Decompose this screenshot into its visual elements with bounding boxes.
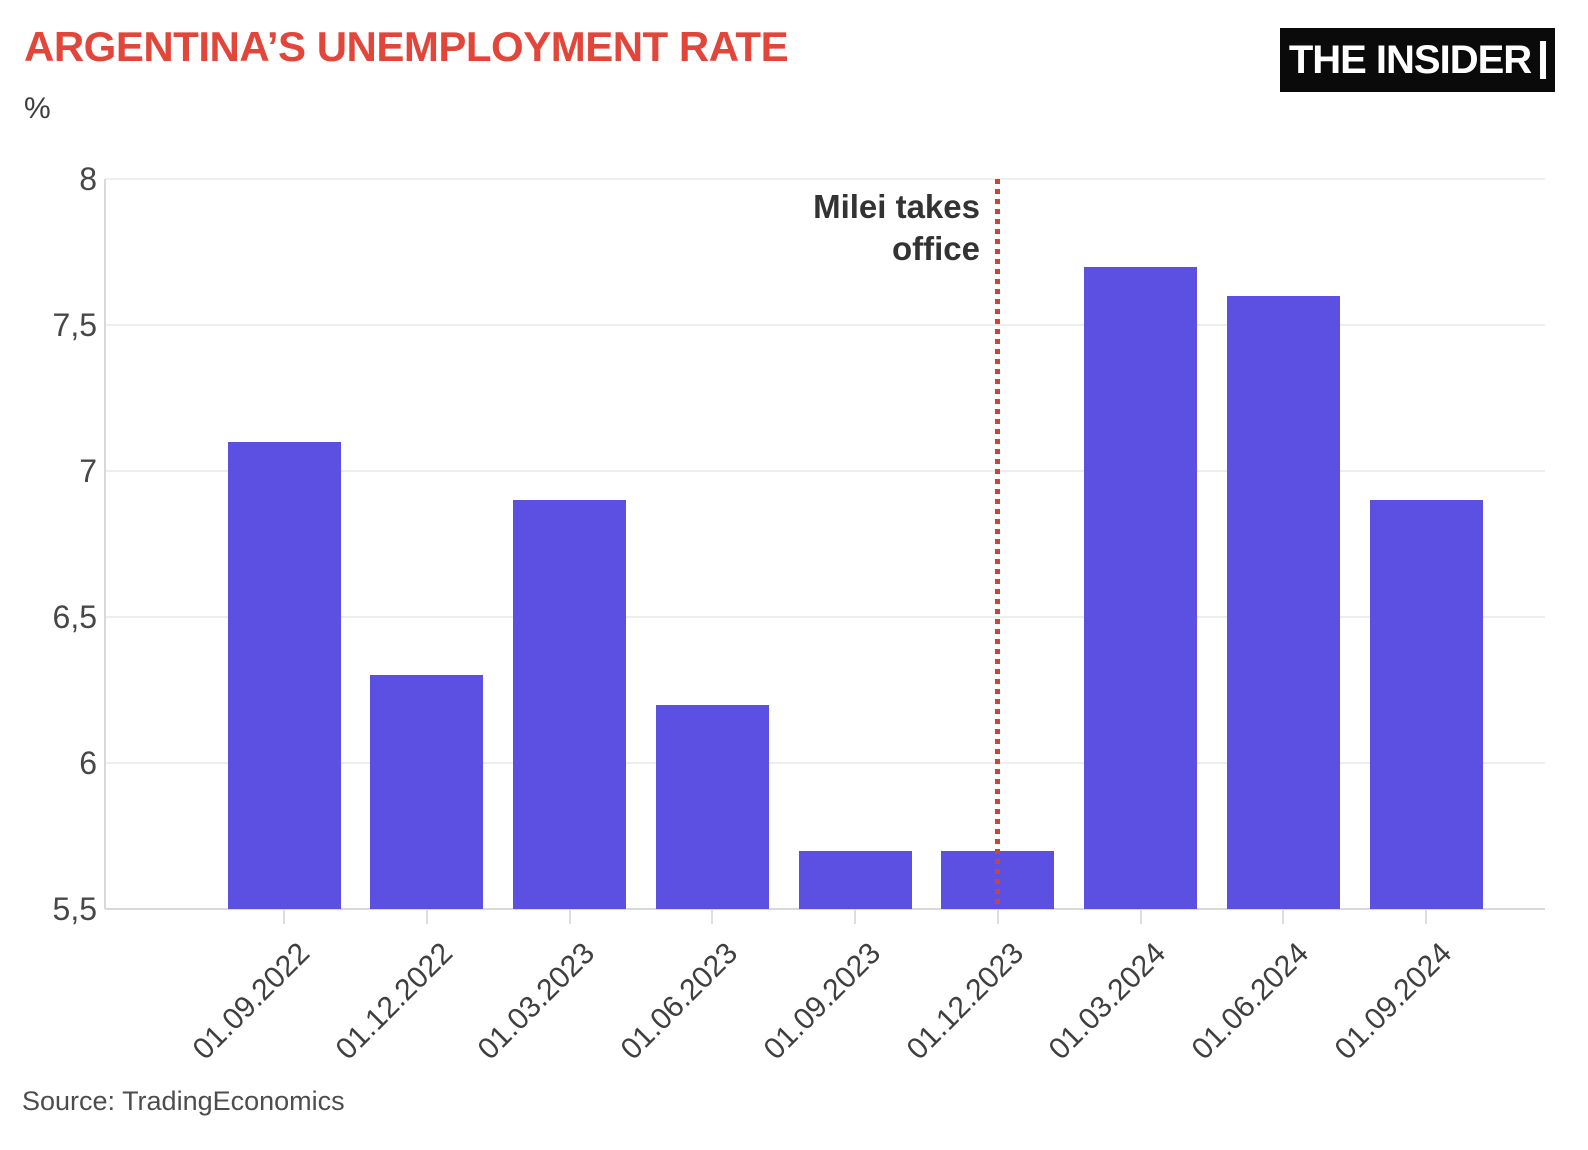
bar (227, 441, 341, 909)
x-axis-line (105, 908, 1545, 910)
x-tick-label: 01.03.2023 (471, 936, 602, 1067)
milei-annotation: Milei takes office (813, 186, 980, 270)
x-tick-label: 01.12.2022 (329, 936, 459, 1067)
x-tick-mark (996, 910, 999, 924)
x-tick-label: 01.09.2022 (186, 936, 316, 1067)
y-axis-unit-label: % (24, 92, 51, 125)
y-tick-label: 5,5 (52, 891, 97, 927)
x-tick-label: 01.06.2024 (1185, 936, 1316, 1067)
x-tick-mark (854, 910, 856, 924)
y-tick-label: 6,5 (52, 599, 97, 635)
gridline (105, 616, 1545, 618)
y-tick-label: 7 (79, 453, 97, 489)
y-axis-line (104, 179, 106, 909)
y-tick-label: 7,5 (52, 307, 97, 343)
milei-annotation-line1: Milei takes (813, 188, 980, 225)
gridline (105, 324, 1545, 326)
page-title: ARGENTINA’S UNEMPLOYMENT RATE (24, 23, 789, 70)
logo-text: THE INSIDER (1288, 37, 1532, 82)
bar (798, 850, 912, 909)
x-tick-label: 01.12.2023 (900, 936, 1030, 1067)
x-tick-mark (1425, 910, 1427, 924)
x-tick-mark (568, 910, 571, 924)
gridline (105, 178, 1545, 180)
logo: THE INSIDER (1280, 28, 1555, 92)
x-tick-label: 01.09.2024 (1328, 936, 1458, 1067)
x-tick-mark (283, 910, 285, 924)
y-tick-label: 8 (79, 161, 97, 197)
x-tick-mark (1282, 910, 1285, 924)
y-tick-label: 6 (79, 745, 97, 781)
bar (370, 675, 484, 909)
bar (1226, 295, 1340, 909)
bar (655, 704, 769, 909)
logo-cursor-bar (1540, 41, 1547, 79)
milei-line (995, 179, 1001, 909)
gridline (105, 470, 1545, 472)
x-tick-label: 01.06.2023 (614, 936, 745, 1067)
bar (513, 500, 626, 909)
bar (1084, 266, 1197, 909)
x-tick-label: 01.03.2024 (1042, 936, 1173, 1067)
bar (1369, 500, 1483, 909)
milei-annotation-line2: office (891, 230, 980, 268)
x-tick-mark (1139, 910, 1142, 924)
gridline (105, 762, 1545, 764)
x-tick-mark (425, 910, 428, 924)
x-tick-mark (711, 910, 714, 924)
source-note: Source: TradingEconomics (22, 1086, 345, 1116)
x-tick-label: 01.09.2023 (757, 936, 887, 1067)
